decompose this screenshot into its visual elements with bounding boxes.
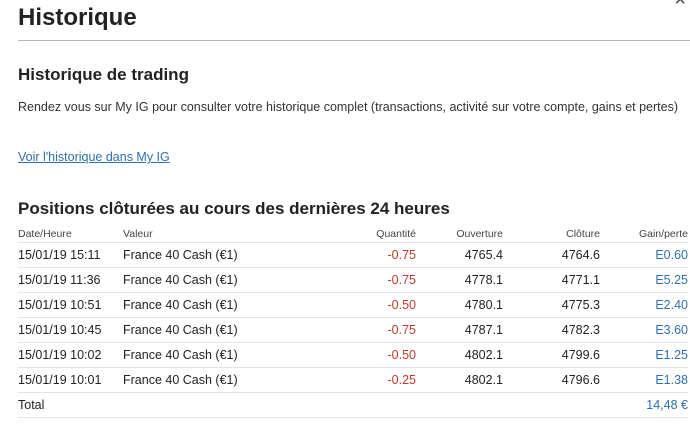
row-close: 4799.6 bbox=[503, 342, 600, 368]
row-value: France 40 Cash (€1) bbox=[123, 367, 323, 393]
close-icon[interactable]: × bbox=[674, 0, 686, 11]
trading-history-heading: Historique de trading bbox=[18, 65, 189, 84]
row-gain: E5.25 bbox=[600, 267, 688, 293]
row-quantity: -0.50 bbox=[323, 292, 416, 318]
row-close: 4771.1 bbox=[503, 267, 600, 293]
total-value: 14,48 € bbox=[600, 392, 688, 418]
row-close: 4764.6 bbox=[503, 242, 600, 268]
page-title: Historique bbox=[18, 4, 137, 31]
row-quantity: -0.25 bbox=[323, 367, 416, 393]
row-value: France 40 Cash (€1) bbox=[123, 342, 323, 368]
row-open: 4765.4 bbox=[416, 242, 503, 268]
row-value: France 40 Cash (€1) bbox=[123, 317, 323, 343]
view-history-link[interactable]: Voir l'historique dans My IG bbox=[18, 150, 170, 164]
row-quantity: -0.50 bbox=[323, 342, 416, 368]
column-header-close: Clôture bbox=[566, 228, 600, 240]
row-gain: E1.25 bbox=[600, 342, 688, 368]
row-date: 15/01/19 10:02 bbox=[18, 342, 123, 368]
row-gain: E0.60 bbox=[600, 242, 688, 268]
row-open: 4802.1 bbox=[416, 367, 503, 393]
trading-history-description: Rendez vous sur My IG pour consulter vot… bbox=[18, 100, 679, 114]
row-value: France 40 Cash (€1) bbox=[123, 242, 323, 268]
row-date: 15/01/19 10:51 bbox=[18, 292, 123, 318]
row-value: France 40 Cash (€1) bbox=[123, 267, 323, 293]
row-date: 15/01/19 11:36 bbox=[18, 267, 123, 293]
table-row: 15/01/19 10:01 France 40 Cash (€1) -0.25… bbox=[18, 367, 688, 393]
header-divider bbox=[18, 40, 690, 41]
row-quantity: -0.75 bbox=[323, 267, 416, 293]
total-label: Total bbox=[18, 392, 123, 418]
closed-positions-heading: Positions clôturées au cours des dernièr… bbox=[18, 199, 450, 218]
closed-positions-table: Date/Heure Valeur Quantité Ouverture Clô… bbox=[18, 226, 688, 418]
row-open: 4778.1 bbox=[416, 267, 503, 293]
row-open: 4787.1 bbox=[416, 317, 503, 343]
row-open: 4802.1 bbox=[416, 342, 503, 368]
table-header-row: Date/Heure Valeur Quantité Ouverture Clô… bbox=[18, 226, 688, 243]
row-date: 15/01/19 10:01 bbox=[18, 367, 123, 393]
column-header-quantity: Quantité bbox=[376, 228, 416, 240]
column-header-open: Ouverture bbox=[456, 228, 503, 240]
row-date: 15/01/19 15:11 bbox=[18, 242, 123, 268]
row-gain: E3.60 bbox=[600, 317, 688, 343]
row-date: 15/01/19 10:45 bbox=[18, 317, 123, 343]
row-quantity: -0.75 bbox=[323, 317, 416, 343]
row-close: 4775.3 bbox=[503, 292, 600, 318]
table-row: 15/01/19 11:36 France 40 Cash (€1) -0.75… bbox=[18, 267, 688, 293]
table-row: 15/01/19 15:11 France 40 Cash (€1) -0.75… bbox=[18, 242, 688, 268]
row-quantity: -0.75 bbox=[323, 242, 416, 268]
row-open: 4780.1 bbox=[416, 292, 503, 318]
row-gain: E1.38 bbox=[600, 367, 688, 393]
row-close: 4796.6 bbox=[503, 367, 600, 393]
total-row: Total 14,48 € bbox=[18, 392, 688, 418]
table-row: 15/01/19 10:45 France 40 Cash (€1) -0.75… bbox=[18, 317, 688, 343]
column-header-gain: Gain/perte bbox=[638, 228, 688, 240]
row-value: France 40 Cash (€1) bbox=[123, 292, 323, 318]
table-row: 15/01/19 10:51 France 40 Cash (€1) -0.50… bbox=[18, 292, 688, 318]
column-header-value: Valeur bbox=[123, 228, 153, 240]
table-row: 15/01/19 10:02 France 40 Cash (€1) -0.50… bbox=[18, 342, 688, 368]
row-gain: E2.40 bbox=[600, 292, 688, 318]
row-close: 4782.3 bbox=[503, 317, 600, 343]
column-header-date: Date/Heure bbox=[18, 228, 72, 240]
